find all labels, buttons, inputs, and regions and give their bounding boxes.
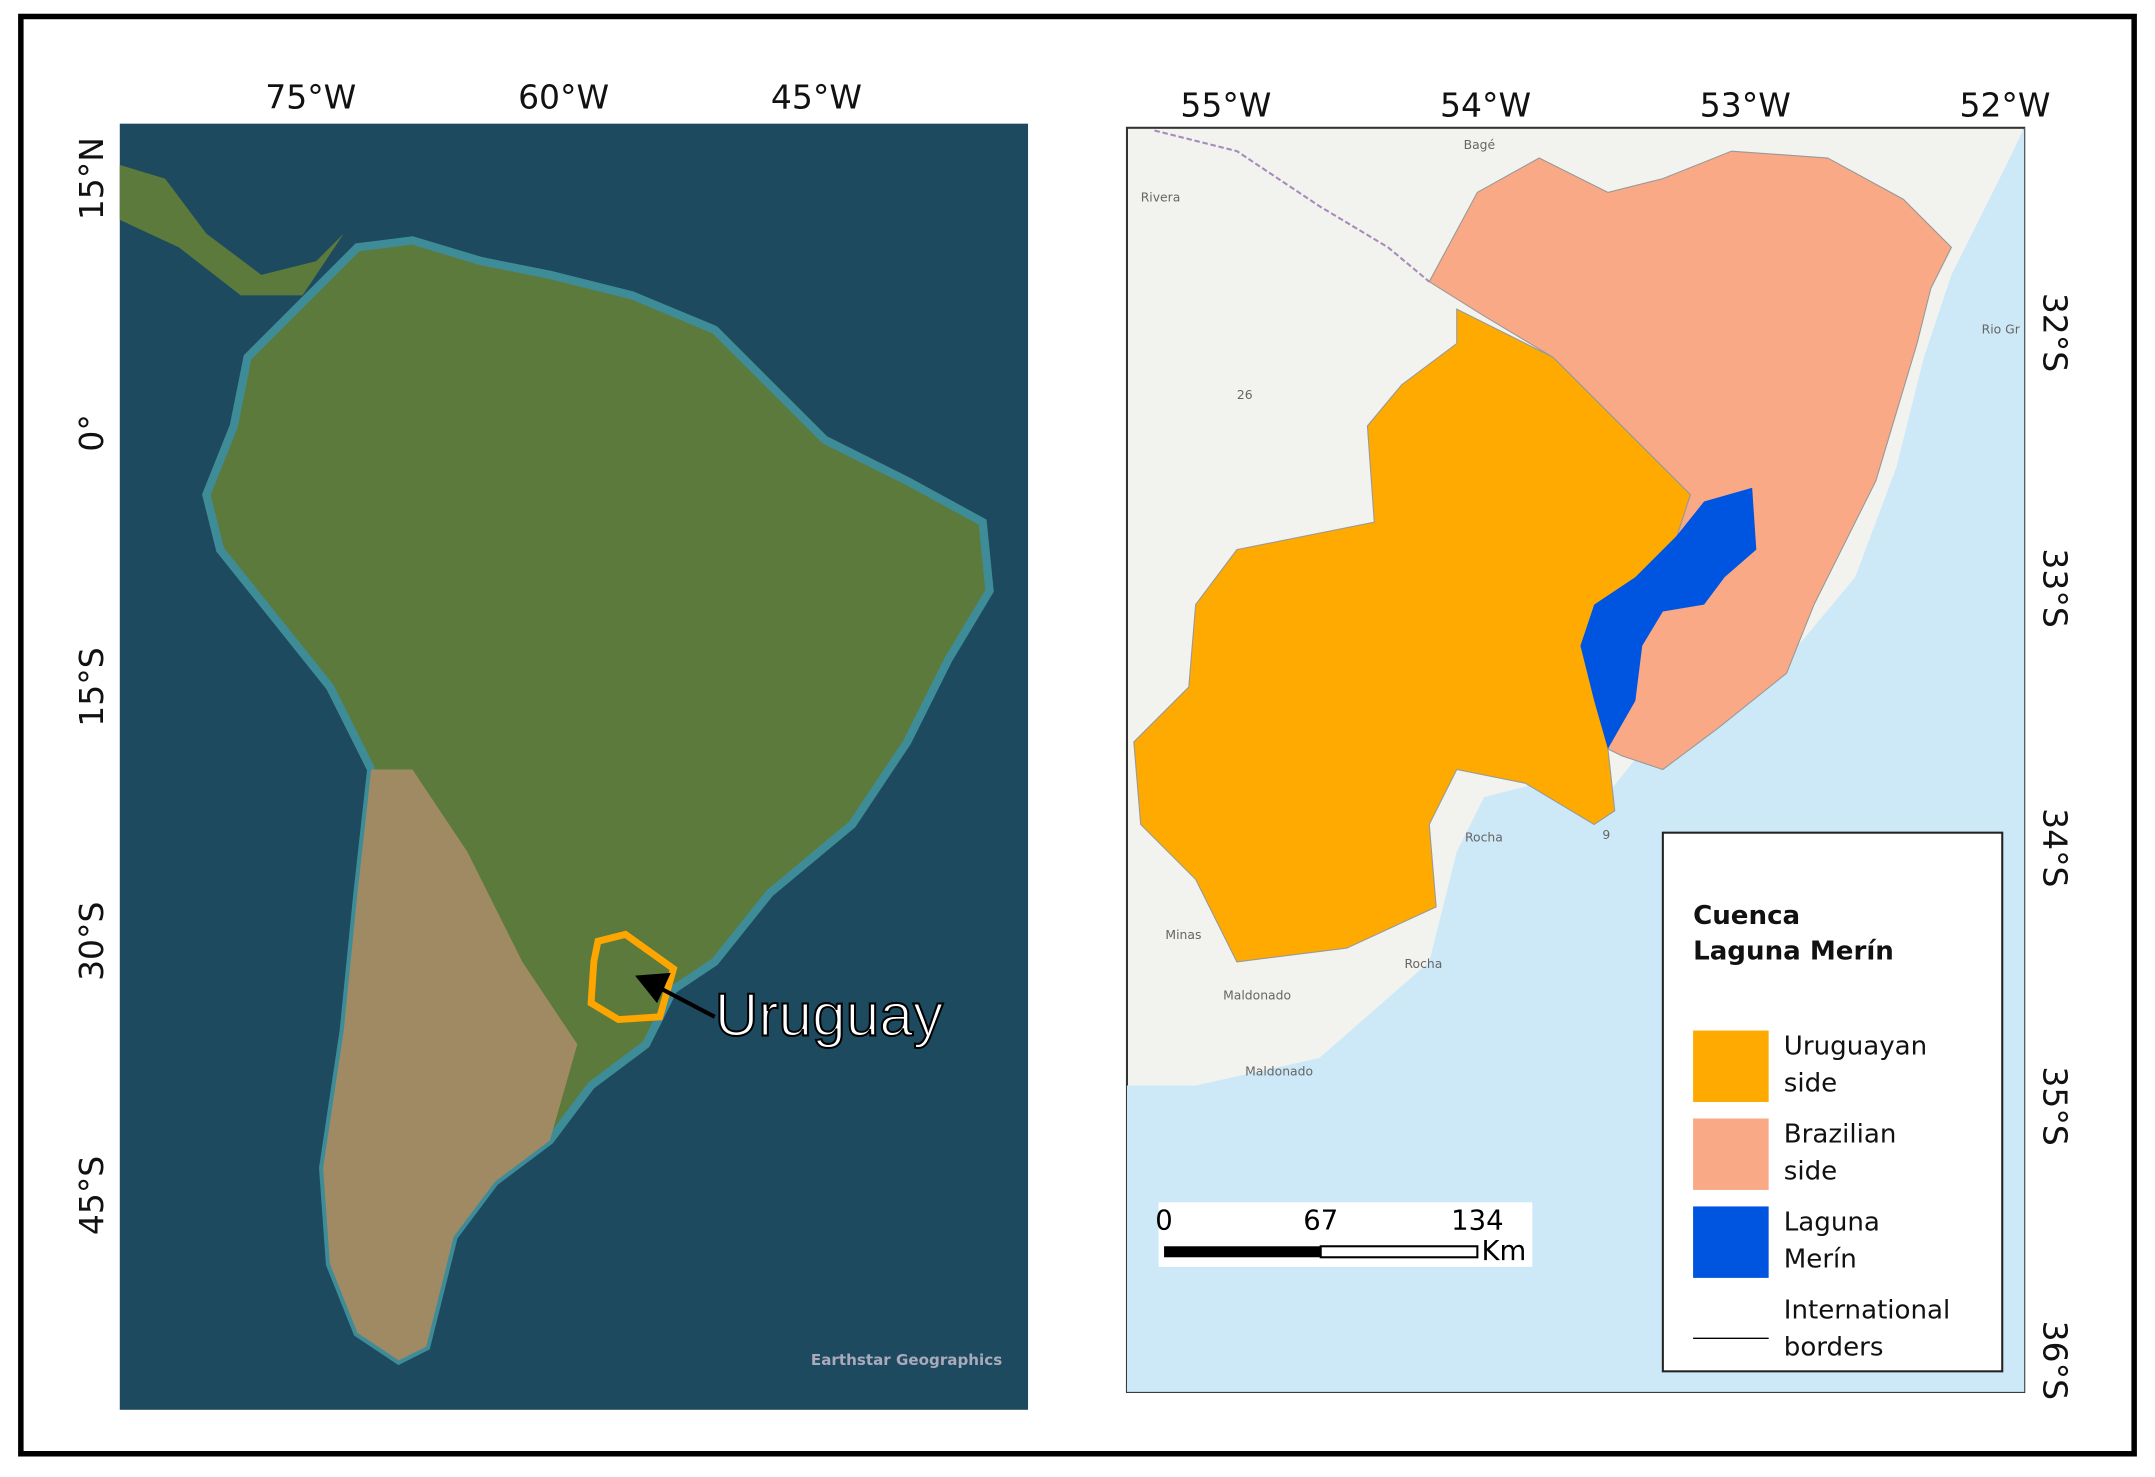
- scale-label: 134: [1451, 1205, 1503, 1237]
- lat-label: 15°S: [72, 647, 111, 726]
- legend-swatch: [1693, 1118, 1769, 1190]
- place-label: 26: [1237, 388, 1253, 402]
- legend-items: Uruguayan side Brazilian side Laguna Merín Int…: [1693, 1030, 1951, 1362]
- scale-bar-segment: [1164, 1246, 1321, 1258]
- place-label: Maldonado: [1223, 989, 1291, 1003]
- legend-label: side: [1784, 1157, 1837, 1187]
- lon-label: 52°W: [1959, 86, 2050, 125]
- place-label: 9: [1602, 828, 1610, 842]
- legend-swatch: [1693, 1030, 1769, 1103]
- legend-label: Laguna: [1784, 1207, 1880, 1237]
- uruguayan-side: [1133, 308, 1691, 963]
- lat-label: 33°S: [2036, 548, 2075, 627]
- lat-label: 35°S: [2036, 1066, 2075, 1145]
- place-label: Rivera: [1141, 190, 1181, 204]
- place-label: Maldonado: [1245, 1064, 1313, 1078]
- border-line: [1154, 129, 1430, 283]
- uruguay-outline: [587, 930, 678, 1024]
- lon-label: 54°W: [1440, 86, 1531, 125]
- place-label: Bagé: [1464, 138, 1496, 152]
- lat-label: 45°S: [72, 1156, 111, 1235]
- legend-label: International: [1784, 1295, 1951, 1325]
- central-america: [119, 164, 344, 296]
- legend-label: borders: [1784, 1332, 1884, 1362]
- lon-label: 53°W: [1700, 86, 1791, 125]
- arrow-shaft: [656, 984, 716, 1019]
- scale-label: 67: [1303, 1205, 1338, 1237]
- arrow-head: [635, 972, 671, 1004]
- lon-label: 75°W: [265, 77, 356, 116]
- place-label: Minas: [1165, 928, 1201, 942]
- lat-label: 34°S: [2036, 808, 2075, 887]
- legend-title: Cuenca: [1693, 901, 1800, 931]
- legend-label: Brazilian: [1784, 1119, 1897, 1149]
- lon-label: 45°W: [771, 77, 862, 116]
- callout-label: Uruguay: [715, 981, 944, 1049]
- laguna-merin: [1580, 487, 1757, 749]
- scale-bar-segment: [1319, 1245, 1479, 1259]
- legend-label: Merín: [1784, 1245, 1857, 1275]
- lat-label: 36°S: [2036, 1321, 2075, 1400]
- legend-label: Uruguayan: [1784, 1032, 1927, 1062]
- lon-label: 60°W: [518, 77, 609, 116]
- place-label: Rio Gr: [1982, 322, 2021, 336]
- lat-label: 0°: [72, 414, 111, 451]
- lat-label: 15°N: [72, 137, 111, 220]
- basin-map: Bagé Rivera Rio Gr 26 Rocha 9 Minas Roch…: [1125, 126, 2026, 1393]
- south-america-map: Uruguay Earthstar Geographics: [119, 123, 1029, 1410]
- scale-label: 0: [1155, 1205, 1172, 1237]
- place-label: Rocha: [1465, 831, 1503, 845]
- place-label: Rocha: [1405, 957, 1443, 971]
- southern-cone: [323, 769, 578, 1361]
- credit: Earthstar Geographics: [811, 1351, 1002, 1369]
- lon-label: 55°W: [1180, 86, 1271, 125]
- scale-unit: Km: [1481, 1235, 1526, 1267]
- legend-label: side: [1784, 1069, 1837, 1099]
- legend-title: Laguna Merín: [1693, 937, 1894, 967]
- lat-label: 32°S: [2036, 293, 2075, 372]
- legend-swatch: [1693, 1206, 1769, 1278]
- lat-label: 30°S: [72, 902, 111, 981]
